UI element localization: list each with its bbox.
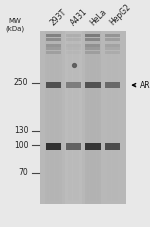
Text: 130: 130 [14, 126, 28, 135]
Bar [46, 38, 61, 41]
Bar [85, 82, 101, 88]
Bar [66, 44, 81, 47]
Bar [105, 38, 120, 41]
Bar [66, 38, 81, 41]
Bar [66, 47, 81, 50]
Bar [105, 143, 120, 150]
Bar [46, 51, 61, 54]
Bar [66, 34, 81, 37]
Text: 293T: 293T [48, 7, 68, 27]
Bar [104, 31, 121, 204]
Bar [105, 44, 120, 47]
Bar [66, 143, 81, 150]
Text: HepG2: HepG2 [108, 2, 132, 27]
Bar [46, 34, 61, 37]
Text: 250: 250 [14, 78, 28, 87]
Bar [85, 34, 100, 37]
Bar [105, 51, 120, 54]
Bar [66, 82, 81, 88]
Bar [65, 31, 82, 204]
Bar [105, 47, 120, 50]
Bar [85, 31, 101, 204]
Bar [46, 47, 61, 50]
Bar [46, 44, 61, 47]
Text: 100: 100 [14, 141, 28, 150]
Text: HeLa: HeLa [88, 7, 108, 27]
Bar [40, 31, 126, 204]
Bar [85, 51, 100, 54]
Text: ARID2: ARID2 [140, 81, 150, 90]
Bar [45, 31, 62, 204]
Bar [105, 82, 120, 88]
Text: A431: A431 [69, 7, 89, 27]
Bar [85, 143, 101, 150]
Bar [85, 44, 100, 47]
Text: 70: 70 [19, 168, 28, 177]
Bar [46, 143, 61, 150]
Bar [85, 47, 100, 50]
Bar [105, 34, 120, 37]
Bar [66, 51, 81, 54]
Bar [46, 82, 61, 88]
Bar [85, 38, 100, 41]
Text: MW
(kDa): MW (kDa) [5, 18, 25, 32]
